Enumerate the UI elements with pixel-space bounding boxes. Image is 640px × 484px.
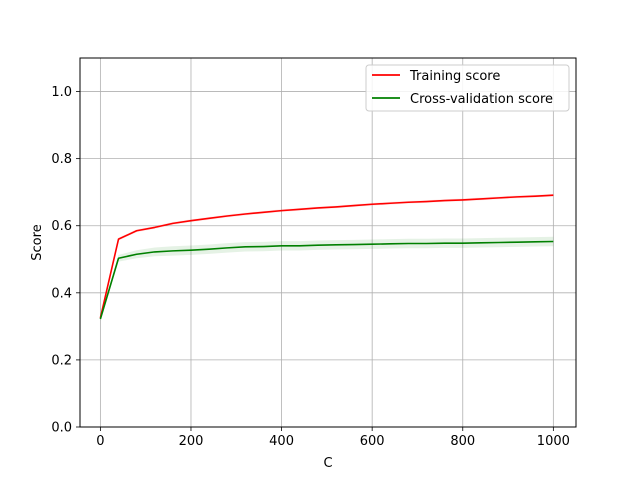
confidence-bands — [100, 193, 554, 321]
axes-frame — [79, 57, 577, 428]
axis-ticks: 0 200 400 600 800 1000 0.0 0.2 0.4 0.6 0.8 1.0 — [51, 85, 570, 449]
line-cross-validation-score — [99, 240, 554, 320]
y-tick-label: 0.0 — [51, 421, 72, 436]
y-tick-label: 0.2 — [51, 353, 72, 368]
legend-label-training-score: Training score — [409, 69, 500, 84]
line-training-score — [99, 194, 554, 319]
y-axis-label: Score — [30, 224, 45, 260]
x-axis-label: C — [323, 456, 332, 471]
legend: Training score Cross-validation score — [365, 64, 570, 112]
y-tick-label: 1.0 — [51, 85, 72, 100]
y-tick-label: 0.4 — [51, 286, 72, 301]
grid-lines — [80, 58, 576, 428]
series-lines — [99, 194, 554, 320]
x-tick-label: 800 — [450, 434, 475, 449]
x-tick-label: 1000 — [537, 434, 570, 449]
legend-box — [365, 64, 570, 112]
x-tick-label: 400 — [269, 434, 294, 449]
y-tick-label: 0.6 — [51, 219, 72, 234]
x-tick-label: 600 — [360, 434, 385, 449]
x-tick-label: 200 — [179, 434, 204, 449]
legend-label-cross-validation-score: Cross-validation score — [410, 92, 553, 107]
y-tick-label: 0.8 — [51, 152, 72, 167]
x-tick-label: 0 — [96, 434, 104, 449]
band-cross-validation-score — [100, 236, 554, 321]
